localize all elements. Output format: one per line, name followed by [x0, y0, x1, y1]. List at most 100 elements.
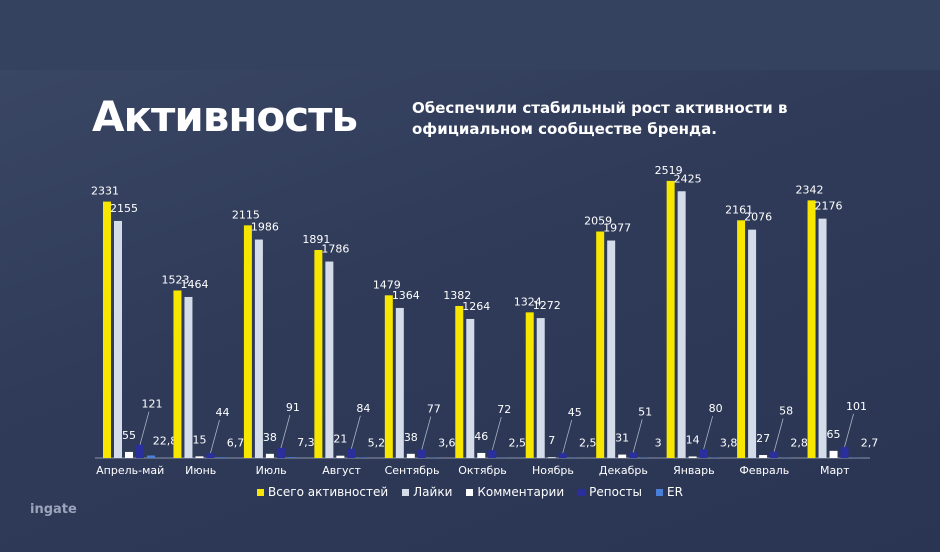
x-tick-label: Июнь: [185, 464, 216, 477]
bar: [807, 200, 816, 458]
legend-item: Комментарии: [466, 485, 564, 499]
bar: [254, 239, 263, 458]
bar: [103, 201, 111, 458]
bar: [206, 453, 215, 458]
legend-swatch: [656, 488, 664, 496]
data-label: 1977: [603, 222, 631, 235]
data-label: 31: [615, 432, 629, 445]
data-label: 27: [756, 432, 770, 445]
x-tick-label: Август: [322, 464, 361, 477]
background-band: [0, 0, 940, 70]
data-label: 15: [192, 433, 206, 446]
bar: [607, 240, 616, 458]
x-tick-label: Сентябрь: [385, 464, 440, 477]
bar: [737, 220, 746, 458]
data-label: 3,8: [720, 437, 738, 450]
data-label: 1382: [443, 289, 471, 302]
data-label: 2115: [232, 208, 260, 221]
bar: [347, 448, 356, 458]
legend-label: Комментарии: [477, 485, 565, 499]
data-label: 2059: [584, 215, 612, 228]
x-tick-label: Февраль: [739, 464, 789, 477]
bar: [488, 450, 497, 458]
data-label: 38: [263, 431, 277, 444]
bar: [629, 452, 638, 458]
data-label: 55: [122, 429, 136, 442]
data-label: 45: [568, 406, 582, 419]
legend-swatch: [257, 488, 265, 496]
data-label: 2161: [725, 203, 753, 216]
data-label: 1479: [373, 278, 401, 291]
data-label: 1891: [302, 233, 330, 246]
x-tick-label: Декабрь: [599, 464, 648, 477]
bar: [818, 218, 827, 458]
data-label: 1264: [462, 300, 490, 313]
x-tick-label: Апрель-май: [96, 464, 164, 477]
legend-swatch: [578, 488, 586, 496]
bar: [287, 457, 296, 458]
bar: [666, 180, 675, 458]
bar: [618, 454, 627, 458]
data-label: 2342: [796, 183, 824, 196]
data-label: 1464: [180, 278, 208, 291]
bar: [406, 453, 415, 458]
data-label: 1272: [533, 299, 561, 312]
data-label: 14: [686, 433, 700, 446]
data-label: 7: [548, 434, 555, 447]
bar: [173, 290, 182, 458]
bar: [477, 452, 486, 458]
bar: [466, 318, 475, 458]
bar: [195, 456, 204, 458]
data-label: 2,8: [790, 437, 808, 450]
bar: [547, 457, 556, 458]
data-label: 2155: [110, 202, 138, 215]
data-label: 80: [709, 402, 723, 415]
leader-line: [421, 416, 432, 450]
data-label: 38: [404, 431, 418, 444]
data-label: 2331: [91, 185, 119, 198]
data-label: 3: [655, 437, 662, 450]
data-label: 7,3: [297, 436, 315, 449]
data-label: 5,2: [368, 436, 386, 449]
bar: [770, 451, 779, 458]
bar: [677, 191, 686, 458]
leader-line: [632, 419, 643, 453]
bar: [314, 249, 323, 458]
data-label: 121: [142, 398, 163, 411]
bar: [136, 444, 144, 458]
x-tick-label: Январь: [673, 464, 715, 477]
leader-line: [562, 419, 573, 454]
bar: [688, 456, 697, 458]
legend: Всего активностей Лайки Комментарии Репосты…: [0, 485, 940, 499]
legend-label: Лайки: [413, 485, 453, 499]
data-label: 101: [846, 400, 867, 413]
data-label: 2,7: [861, 437, 879, 450]
leader-line: [703, 416, 714, 450]
bar: [840, 446, 849, 458]
data-label: 65: [827, 428, 841, 441]
data-label: 22,8: [153, 434, 178, 447]
leader-line: [210, 420, 220, 454]
bar: [748, 229, 757, 458]
legend-item: Всего активностей: [257, 485, 388, 499]
bar: [525, 312, 534, 458]
legend-swatch: [402, 488, 410, 496]
data-label: 72: [497, 403, 511, 416]
data-label: 3,6: [438, 437, 456, 450]
data-label: 2425: [674, 172, 702, 185]
legend-item: ER: [656, 485, 683, 499]
leader-line: [773, 418, 784, 452]
data-label: 1986: [251, 221, 279, 234]
data-label: 51: [638, 405, 652, 418]
bar: [184, 296, 193, 458]
data-label: 6,7: [227, 436, 245, 449]
data-label: 44: [215, 406, 229, 419]
subtitle: Обеспечили стабильный рост активности в …: [412, 99, 788, 138]
bar: [243, 225, 252, 458]
data-label: 2076: [744, 211, 772, 224]
data-label: 2176: [815, 200, 843, 213]
legend-label: ER: [667, 485, 683, 499]
legend-label: Репосты: [589, 485, 643, 499]
